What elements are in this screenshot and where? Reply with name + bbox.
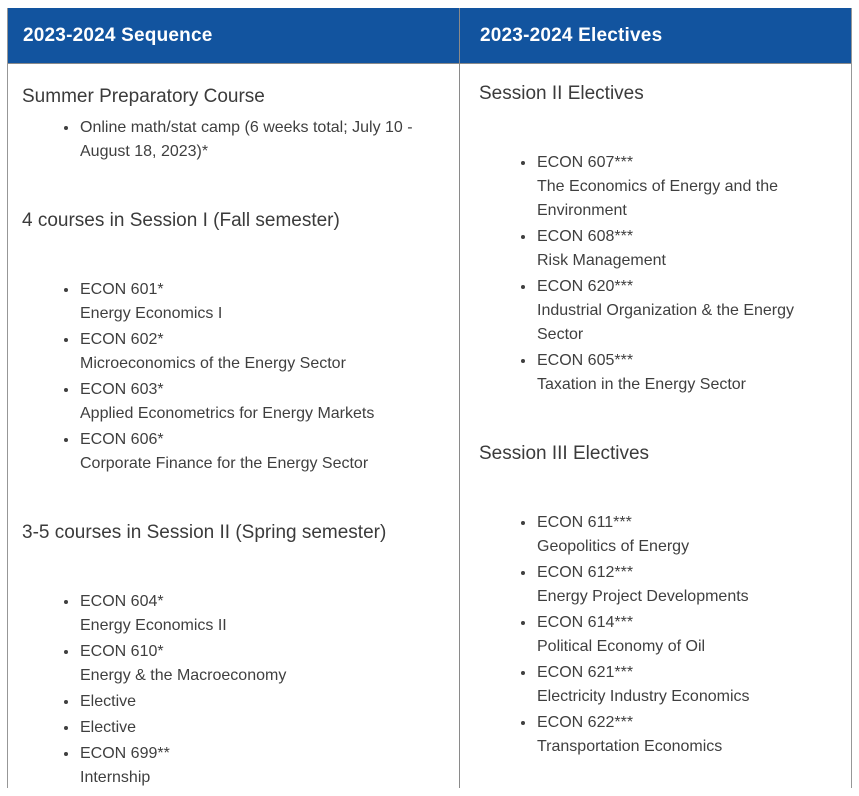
list-item: ECON 614*** Political Economy of Oil — [536, 611, 837, 659]
list-item: ECON 699** Internship — [79, 742, 445, 788]
session2-course-list: ECON 604* Energy Economics II ECON 610* … — [22, 590, 445, 788]
electives-column-header: 2023-2024 Electives — [460, 8, 851, 64]
course-title: Industrial Organization & the Energy Sec… — [537, 302, 795, 343]
course-text: Online math/stat camp (6 weeks total; Ju… — [80, 119, 413, 160]
session3-electives-list: ECON 611*** Geopolitics of Energy ECON 6… — [479, 511, 837, 759]
course-code: ECON 604* — [80, 593, 164, 610]
curriculum-table: 2023-2024 Sequence Summer Preparatory Co… — [7, 8, 852, 788]
section-heading-summer: Summer Preparatory Course — [22, 86, 265, 107]
sequence-column-body: Summer Preparatory Course Online math/st… — [8, 64, 459, 788]
course-title: Political Economy of Oil — [537, 638, 706, 655]
course-code: ECON 612*** — [537, 564, 634, 581]
list-item: ECON 622*** Transportation Economics — [536, 711, 837, 759]
course-code: ECON 607*** — [537, 154, 634, 171]
session1-course-list: ECON 601* Energy Economics I ECON 602* M… — [22, 278, 445, 476]
electives-column-body: Session II Electives ECON 607*** The Eco… — [460, 64, 851, 759]
course-title: The Economics of Energy and the Environm… — [537, 178, 779, 219]
electives-column: 2023-2024 Electives Session II Electives… — [460, 8, 852, 788]
list-item: ECON 606* Corporate Finance for the Ener… — [79, 428, 445, 476]
section-heading-session3-electives: Session III Electives — [479, 443, 650, 464]
course-code: ECON 608*** — [537, 228, 634, 245]
course-code: ECON 611*** — [537, 514, 632, 531]
course-code: ECON 614*** — [537, 614, 634, 631]
course-title: Energy Economics II — [80, 617, 227, 634]
course-title: Energy Project Developments — [537, 588, 749, 605]
list-item: ECON 605*** Taxation in the Energy Secto… — [536, 349, 837, 397]
course-code: ECON 602* — [80, 331, 164, 348]
list-item: ECON 608*** Risk Management — [536, 225, 837, 273]
course-code: ECON 622*** — [537, 714, 634, 731]
section-heading-session2: 3-5 courses in Session II (Spring semest… — [22, 522, 387, 543]
course-code: ECON 621*** — [537, 664, 634, 681]
course-code: Elective — [80, 719, 137, 736]
sequence-column-header: 2023-2024 Sequence — [8, 8, 459, 64]
course-title: Corporate Finance for the Energy Sector — [80, 455, 369, 472]
list-item: ECON 612*** Energy Project Developments — [536, 561, 837, 609]
list-item: ECON 610* Energy & the Macroeconomy — [79, 640, 445, 688]
list-item: ECON 602* Microeconomics of the Energy S… — [79, 328, 445, 376]
course-title: Risk Management — [537, 252, 666, 269]
course-code: ECON 605*** — [537, 352, 634, 369]
summer-course-list: Online math/stat camp (6 weeks total; Ju… — [22, 116, 445, 164]
course-title: Taxation in the Energy Sector — [537, 376, 747, 393]
list-item: ECON 607*** The Economics of Energy and … — [536, 151, 837, 223]
session2-electives-list: ECON 607*** The Economics of Energy and … — [479, 151, 837, 397]
course-code: Elective — [80, 693, 137, 710]
course-title: Internship — [80, 769, 151, 786]
list-item: Elective — [79, 716, 445, 740]
sequence-column-title: 2023-2024 Sequence — [23, 24, 213, 46]
section-heading-session1: 4 courses in Session I (Fall semester) — [22, 210, 340, 231]
course-code: ECON 606* — [80, 431, 164, 448]
list-item: ECON 603* Applied Econometrics for Energ… — [79, 378, 445, 426]
course-title: Transportation Economics — [537, 738, 723, 755]
course-code: ECON 620*** — [537, 278, 634, 295]
section-heading-session2-electives: Session II Electives — [479, 83, 644, 104]
course-title: Energy Economics I — [80, 305, 223, 322]
course-code: ECON 603* — [80, 381, 164, 398]
list-item: ECON 604* Energy Economics II — [79, 590, 445, 638]
course-code: ECON 699** — [80, 745, 170, 762]
course-title: Microeconomics of the Energy Sector — [80, 355, 346, 372]
course-code: ECON 610* — [80, 643, 164, 660]
course-title: Geopolitics of Energy — [537, 538, 690, 555]
list-item: ECON 611*** Geopolitics of Energy — [536, 511, 837, 559]
list-item: Online math/stat camp (6 weeks total; Ju… — [79, 116, 445, 164]
list-item: ECON 601* Energy Economics I — [79, 278, 445, 326]
course-title: Applied Econometrics for Energy Markets — [80, 405, 375, 422]
electives-column-title: 2023-2024 Electives — [480, 24, 663, 46]
course-title: Energy & the Macroeconomy — [80, 667, 287, 684]
course-code: ECON 601* — [80, 281, 164, 298]
list-item: Elective — [79, 690, 445, 714]
course-title: Electricity Industry Economics — [537, 688, 750, 705]
sequence-column: 2023-2024 Sequence Summer Preparatory Co… — [7, 8, 460, 788]
list-item: ECON 620*** Industrial Organization & th… — [536, 275, 837, 347]
list-item: ECON 621*** Electricity Industry Economi… — [536, 661, 837, 709]
